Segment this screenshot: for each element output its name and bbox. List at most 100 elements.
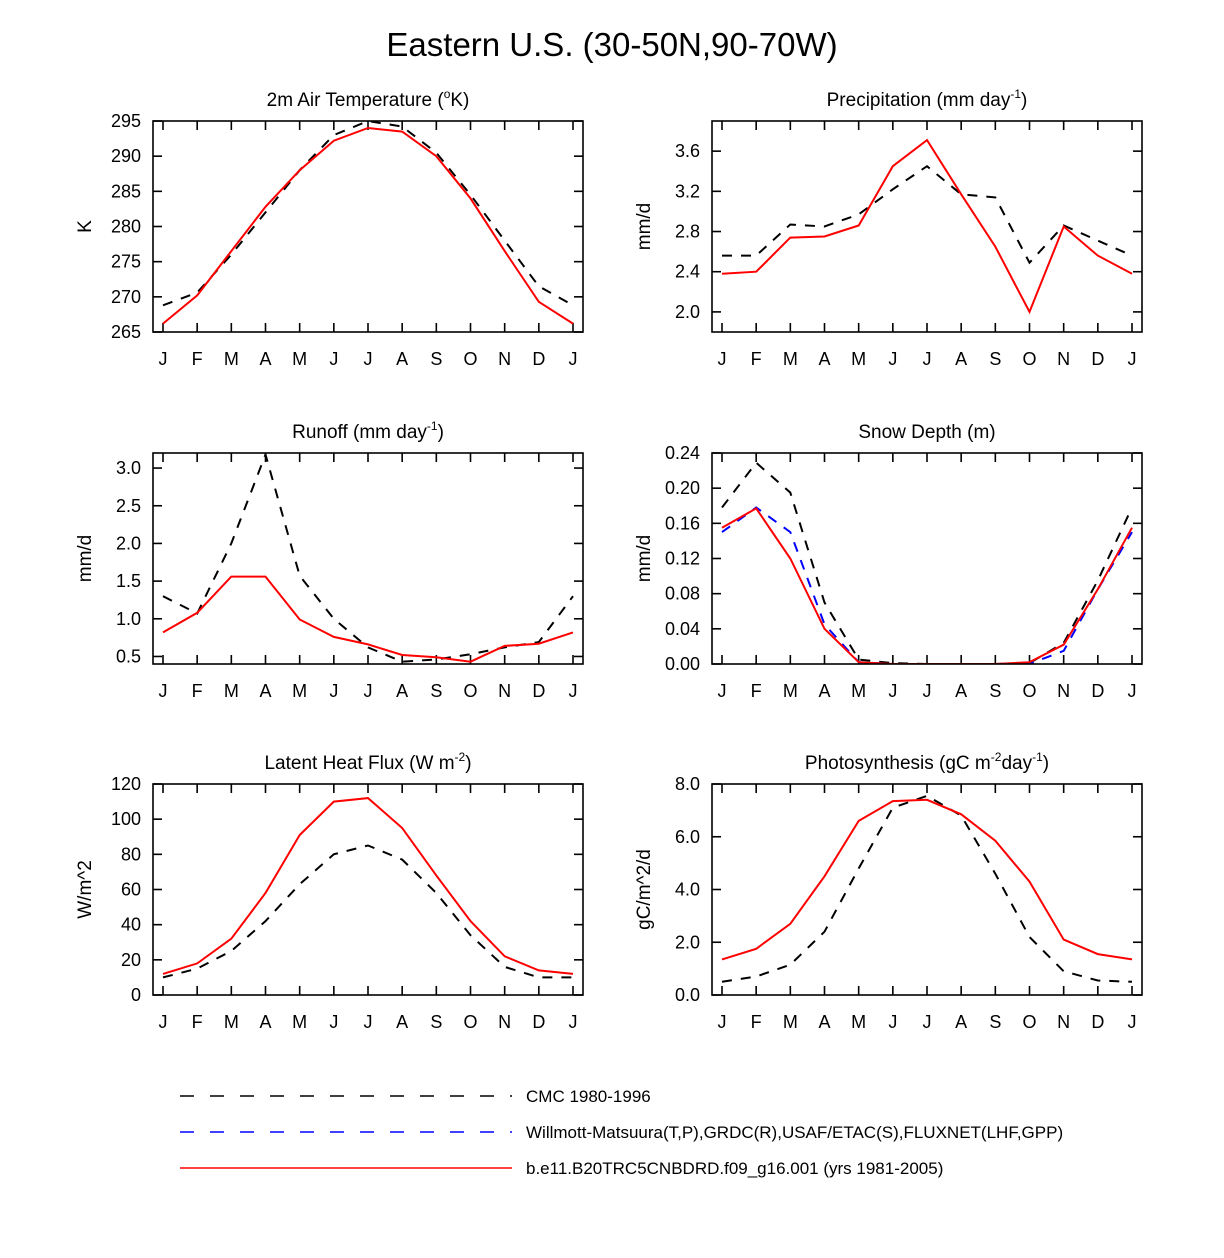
y-axis-label: K: [75, 220, 96, 233]
x-tick-label: A: [818, 349, 830, 369]
x-tick-label: O: [463, 1012, 477, 1032]
x-tick-label: J: [329, 681, 338, 701]
x-tick-label: F: [192, 1012, 203, 1032]
x-tick-label: M: [851, 1012, 866, 1032]
series-line-model: [721, 138, 1133, 315]
y-tick-label: 2.5: [116, 496, 141, 516]
x-tick-label: M: [224, 681, 239, 701]
panel-latent-heat-flux: Latent Heat Flux (W m-2)W/m^2J F M A M J J A S O N…: [75, 750, 584, 1032]
y-tick-label: 0.08: [665, 584, 700, 604]
figure-title: Eastern U.S. (30-50N,90-70W): [386, 26, 837, 63]
x-tick-label: J: [1128, 1012, 1137, 1032]
x-tick-label: M: [783, 681, 798, 701]
y-tick-label: 0.0: [675, 985, 700, 1005]
x-tick-label: A: [396, 349, 408, 369]
x-tick-label: F: [751, 681, 762, 701]
y-tick-label: 60: [121, 880, 141, 900]
x-tick-label: F: [192, 681, 203, 701]
plot-frame: [711, 120, 1143, 333]
panel-title: 2m Air Temperature (oK): [267, 87, 470, 111]
x-tick-label: A: [818, 681, 830, 701]
x-tick-label: S: [430, 1012, 442, 1032]
y-tick-label: 0.12: [665, 549, 700, 569]
x-tick-label: J: [718, 1012, 727, 1032]
series-line-model: [162, 575, 574, 663]
y-tick-label: 6.0: [675, 827, 700, 847]
x-tick-label: J: [329, 349, 338, 369]
x-tick-label: J: [569, 1012, 578, 1032]
x-tick-label: N: [498, 681, 511, 701]
legend: CMC 1980-1996 Willmott-Matsuura(T,P),GRDC…: [180, 1087, 1063, 1178]
series-line-cmc: [162, 453, 574, 663]
x-tick-label: N: [1057, 681, 1070, 701]
x-tick-label: M: [783, 1012, 798, 1032]
x-tick-label: F: [192, 349, 203, 369]
y-tick-label: 265: [111, 322, 141, 342]
y-tick-label: 0.04: [665, 619, 700, 639]
series-line-cmc: [722, 164, 1133, 265]
x-tick-label: N: [498, 349, 511, 369]
x-tick-label: A: [396, 681, 408, 701]
y-tick-label: 2.8: [675, 222, 700, 242]
y-axis-label: mm/d: [75, 535, 96, 583]
y-tick-label: 3.2: [675, 181, 700, 201]
x-tick-label: S: [430, 349, 442, 369]
series-line-model: [162, 797, 574, 975]
x-tick-label: A: [955, 1012, 967, 1032]
x-tick-label: J: [1128, 349, 1137, 369]
y-tick-label: 2.0: [116, 533, 141, 553]
y-tick-label: 280: [111, 217, 141, 237]
y-tick-label: 1.5: [116, 571, 141, 591]
y-tick-label: 100: [111, 809, 141, 829]
x-tick-label: M: [224, 1012, 239, 1032]
x-tick-label: F: [751, 1012, 762, 1032]
panel-runoff: Runoff (mm day-1)mm/dJ F M A M J J A S O N D J0.51.0…: [75, 419, 584, 701]
y-tick-label: 0.16: [665, 513, 700, 533]
y-axis-label: mm/d: [634, 203, 655, 251]
x-tick-label: O: [1022, 681, 1036, 701]
series-line-model: [721, 507, 1133, 664]
x-tick-label: O: [1022, 1012, 1036, 1032]
series-line-model: [721, 798, 1133, 961]
x-tick-label: J: [159, 349, 168, 369]
legend-label: CMC 1980-1996: [526, 1087, 651, 1106]
legend-item-obs: Willmott-Matsuura(T,P),GRDC(R),USAF/ETAC…: [180, 1123, 1063, 1142]
x-tick-label: J: [718, 681, 727, 701]
x-tick-label: J: [718, 349, 727, 369]
y-tick-label: 1.0: [116, 609, 141, 629]
x-tick-label: J: [888, 1012, 897, 1032]
x-tick-label: A: [818, 1012, 830, 1032]
panel-precipitation: Precipitation (mm day-1)mm/dJ F M A M J J A S O N D…: [634, 87, 1143, 369]
x-tick-label: D: [1091, 681, 1104, 701]
y-tick-label: 20: [121, 950, 141, 970]
panel-title: Runoff (mm day-1): [292, 419, 444, 443]
x-tick-label: J: [329, 1012, 338, 1032]
y-tick-label: 0: [131, 985, 141, 1005]
x-tick-label: O: [463, 349, 477, 369]
panels: 2m Air Temperature (oK)KJ F M A M J J A S O N D J265…: [75, 87, 1143, 1032]
y-axis-label: W/m^2: [75, 860, 96, 919]
legend-label: Willmott-Matsuura(T,P),GRDC(R),USAF/ETAC…: [526, 1123, 1063, 1142]
panel-air-temperature: 2m Air Temperature (oK)KJ F M A M J J A S O N D J265…: [75, 87, 584, 369]
plot-frame: [711, 452, 1143, 665]
y-tick-label: 0.00: [665, 654, 700, 674]
y-axis-label: gC/m^2/d: [634, 849, 655, 930]
series-line-obs: [721, 506, 1133, 664]
y-tick-label: 4.0: [675, 880, 700, 900]
x-tick-label: D: [1091, 349, 1104, 369]
y-tick-label: 2.4: [675, 262, 700, 282]
legend-label: b.e11.B20TRC5CNBDRD.f09_g16.001 (yrs 198…: [526, 1159, 943, 1178]
x-tick-label: A: [955, 681, 967, 701]
x-tick-label: A: [259, 681, 271, 701]
x-tick-label: M: [851, 349, 866, 369]
y-tick-label: 40: [121, 915, 141, 935]
panel-title: Latent Heat Flux (W m-2): [264, 750, 471, 774]
plot-frame: [152, 783, 584, 996]
x-tick-label: D: [532, 1012, 545, 1032]
y-tick-label: 3.6: [675, 141, 700, 161]
panel-title: Photosynthesis (gC m-2day-1): [805, 750, 1049, 774]
plot-frame: [152, 452, 584, 665]
x-tick-label: J: [888, 349, 897, 369]
x-tick-label: D: [532, 349, 545, 369]
